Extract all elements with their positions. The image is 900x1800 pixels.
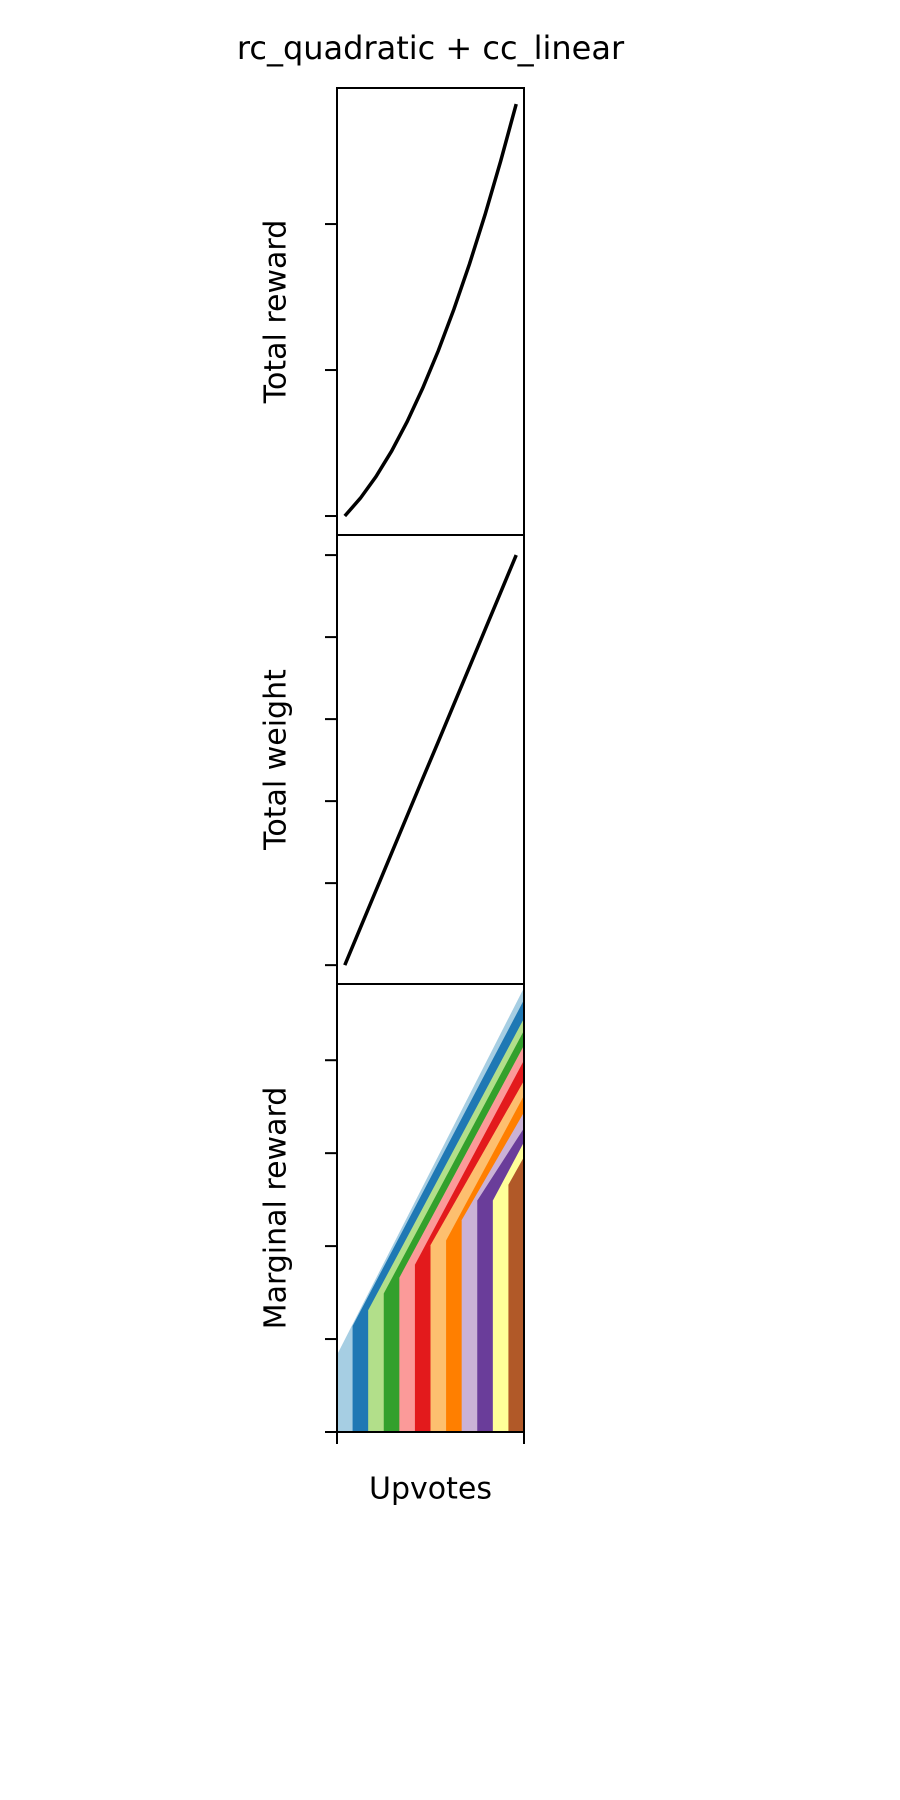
x-axis-label: Upvotes (369, 1472, 492, 1507)
y-axis-label: Total reward (259, 220, 294, 405)
plot-frame (336, 983, 525, 1433)
line (343, 554, 518, 966)
line (343, 103, 518, 518)
y-axis-label: Marginal reward (259, 1087, 294, 1330)
chart-title: rc_quadratic + cc_linear (237, 29, 625, 67)
plot-frame (336, 87, 525, 536)
y-axis-label: Total weight (259, 669, 294, 851)
area (508, 1156, 524, 1432)
